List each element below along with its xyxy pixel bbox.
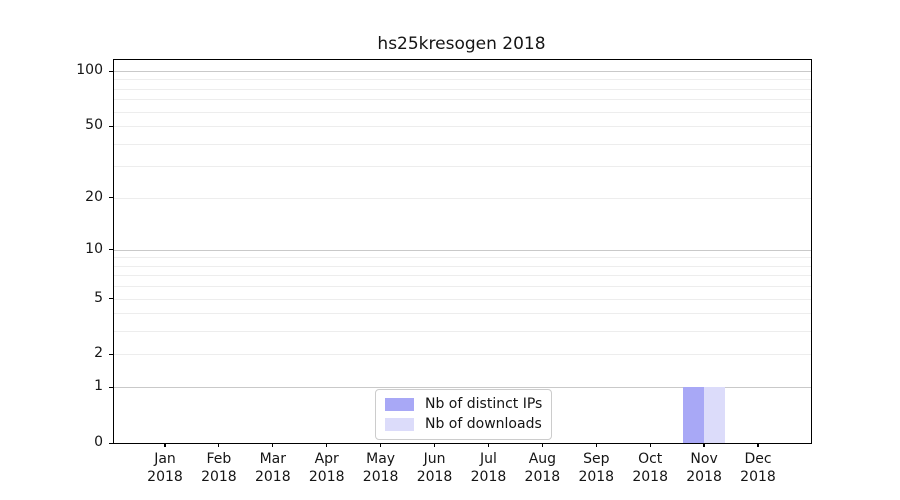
x-tick-label: Dec 2018 — [728, 451, 788, 486]
legend-swatch-downloads-icon — [385, 417, 414, 431]
x-tick-label: Nov 2018 — [674, 451, 734, 486]
legend-swatch-distinct-ips-icon — [385, 397, 414, 411]
x-tick-year-label: 2018 — [254, 468, 291, 485]
y-tick-mark — [109, 298, 113, 300]
legend-item-distinct-ips: Nb of distinct IPs — [385, 396, 543, 412]
x-tick-year-label: 2018 — [632, 468, 668, 485]
y-tick-mark — [109, 249, 113, 251]
x-tick-label: Jan 2018 — [135, 451, 195, 486]
minor-gridline — [114, 354, 811, 356]
x-tick-mark — [326, 443, 328, 447]
x-tick-year-label: 2018 — [524, 468, 561, 485]
y-tick-mark — [109, 442, 113, 444]
x-tick-label: Aug 2018 — [512, 451, 572, 486]
legend: Nb of distinct IPs Nb of downloads — [375, 389, 552, 440]
x-tick-label: May 2018 — [351, 451, 411, 486]
x-tick-mark — [541, 443, 543, 447]
minor-gridline — [114, 88, 811, 90]
x-tick-label: Sep 2018 — [566, 451, 626, 486]
x-tick-year-label: 2018 — [740, 468, 776, 485]
x-tick-label: Apr 2018 — [297, 451, 357, 486]
x-tick-mark — [487, 443, 490, 447]
x-tick-mark — [595, 443, 597, 447]
minor-gridline — [114, 275, 811, 277]
y-tick-label: 2 — [94, 345, 103, 362]
x-tick-year-label: 2018 — [147, 468, 183, 485]
x-tick-mark — [649, 443, 651, 447]
major-gridline — [114, 249, 811, 251]
x-tick-label: Jul 2018 — [458, 451, 518, 486]
x-tick-year-label: 2018 — [578, 468, 615, 485]
legend-label-downloads: Nb of downloads — [425, 416, 542, 432]
x-tick-year-label: 2018 — [686, 468, 722, 485]
x-tick-year-label: 2018 — [470, 468, 507, 485]
plot-area — [113, 59, 812, 444]
minor-gridline — [114, 265, 811, 267]
x-tick-year-label: 2018 — [362, 468, 399, 485]
bar-nb-of-distinct-ips — [683, 387, 705, 443]
minor-gridline — [114, 166, 811, 168]
minor-gridline — [114, 143, 811, 145]
y-tick-label: 20 — [85, 188, 103, 205]
chart-title: hs25kresogen 2018 — [377, 34, 546, 54]
minor-gridline — [114, 331, 811, 333]
minor-gridline — [114, 197, 811, 199]
x-tick-year-label: 2018 — [308, 468, 345, 485]
x-tick-year-label: 2018 — [416, 468, 453, 485]
y-tick-mark — [109, 197, 113, 199]
x-tick-mark — [272, 443, 274, 447]
minor-gridline — [114, 298, 811, 300]
x-tick-year-label: 2018 — [201, 468, 237, 485]
y-tick-label: 1 — [94, 378, 103, 395]
minor-gridline — [114, 99, 811, 101]
legend-label-distinct-ips: Nb of distinct IPs — [425, 396, 543, 412]
x-tick-mark — [757, 443, 759, 447]
minor-gridline — [114, 286, 811, 288]
y-tick-label: 100 — [76, 62, 103, 78]
x-tick-mark — [433, 443, 436, 447]
x-tick-label: Oct 2018 — [620, 451, 680, 486]
legend-item-downloads: Nb of downloads — [385, 416, 543, 432]
x-tick-mark — [218, 443, 220, 447]
y-tick-label: 50 — [85, 117, 103, 134]
minor-gridline — [114, 79, 811, 81]
x-tick-mark — [380, 443, 382, 447]
minor-gridline — [114, 126, 811, 128]
minor-gridline — [114, 257, 811, 259]
x-tick-mark — [703, 443, 705, 447]
minor-gridline — [114, 111, 811, 113]
y-tick-label: 5 — [94, 289, 103, 306]
y-tick-mark — [109, 70, 113, 72]
x-tick-label: Feb 2018 — [189, 451, 249, 486]
y-tick-mark — [109, 386, 113, 388]
major-gridline — [114, 387, 811, 389]
y-tick-label: 0 — [94, 434, 103, 450]
y-tick-mark — [109, 125, 113, 127]
y-tick-label: 10 — [85, 240, 103, 257]
minor-gridline — [114, 313, 811, 315]
x-tick-label: Jun 2018 — [405, 451, 465, 486]
x-tick-mark — [164, 443, 166, 447]
x-tick-label: Mar 2018 — [243, 451, 303, 486]
y-tick-mark — [109, 353, 113, 356]
major-gridline — [114, 71, 811, 72]
bar-nb-of-downloads — [704, 387, 726, 443]
